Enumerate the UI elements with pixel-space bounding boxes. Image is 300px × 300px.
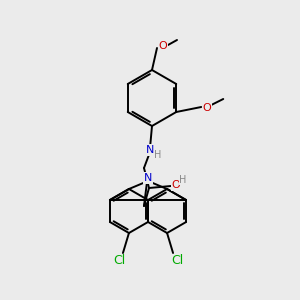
Text: N: N xyxy=(146,145,154,155)
Text: O: O xyxy=(159,41,167,51)
Text: Cl: Cl xyxy=(113,254,125,268)
Text: H: H xyxy=(179,175,187,185)
Text: Cl: Cl xyxy=(171,254,183,268)
Text: N: N xyxy=(144,173,152,183)
Text: O: O xyxy=(172,180,180,190)
Text: H: H xyxy=(154,150,162,160)
Text: O: O xyxy=(203,103,212,113)
